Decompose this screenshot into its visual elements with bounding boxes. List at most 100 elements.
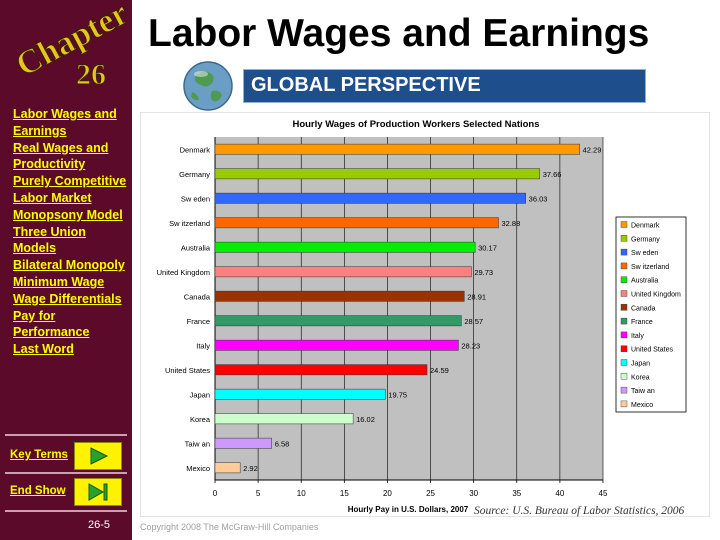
copyright: Copyright 2008 The McGraw-Hill Companies (140, 522, 319, 532)
chapter-number: 26 (76, 58, 106, 90)
bar-value-label: 37.66 (543, 170, 562, 179)
bar-value-label: 42.29 (583, 145, 602, 154)
bar-value-label: 28.23 (461, 341, 480, 350)
chapter-nav: Labor Wages and Earnings Real Wages and P… (13, 106, 128, 358)
bar-2 (214, 168, 540, 180)
page-title: Labor Wages and Earnings (148, 12, 650, 55)
legend (615, 216, 687, 413)
end-show-link[interactable]: End Show (10, 485, 66, 497)
bar-value-label: 32.88 (501, 219, 520, 228)
x-tick-label: 20 (383, 489, 392, 498)
legend-swatch (620, 317, 628, 325)
x-tick-label: 25 (426, 489, 435, 498)
bar-value-label: 29.73 (474, 268, 493, 277)
legend-label: Australia (631, 278, 658, 285)
x-tick-label: 10 (297, 489, 306, 498)
legend-swatch (620, 221, 628, 228)
slide-number: 26-5 (88, 519, 111, 531)
legend-label: France (631, 319, 653, 326)
bar-4 (214, 217, 499, 229)
category-label: United Kingdom (157, 268, 210, 277)
nav-link[interactable]: Bilateral Monopoly (13, 258, 125, 273)
x-tick-label: 5 (256, 489, 261, 498)
wage-bar-chart: 42.29 37.66 36.03 32.88 30.17 29.73 28.91 28.57… (140, 112, 710, 517)
bar-value-label: 28.57 (464, 317, 483, 326)
x-tick-label: 45 (599, 489, 608, 498)
key-terms-link[interactable]: Key Terms (10, 449, 68, 461)
legend-label: Canada (631, 305, 656, 312)
legend-label: United States (631, 347, 674, 354)
legend-swatch (620, 304, 628, 311)
bar-value-label: 24.59 (430, 366, 449, 375)
end-show-button[interactable] (74, 478, 122, 506)
x-tick-labels: 0 5 10 15 20 25 30 35 40 45 (213, 480, 608, 498)
legend-swatch (620, 248, 628, 256)
sidebar: Chapter 26 Labor Wages and Earnings Real … (0, 0, 132, 540)
bar-value-label: 6.58 (275, 439, 290, 448)
category-label: United States (165, 366, 210, 375)
source-note: Source: U.S. Bureau of Labor Statistics,… (474, 505, 685, 517)
nav-link[interactable]: Wage Differentials (13, 291, 122, 306)
sidebar-divider (5, 510, 127, 512)
bars (214, 143, 580, 474)
bar-9 (214, 339, 459, 351)
bar-value-label: 28.91 (467, 292, 486, 301)
banner-text: GLOBAL PERSPECTIVE (251, 74, 481, 96)
x-tick-label: 40 (555, 489, 564, 498)
category-label: France (187, 317, 210, 326)
chapter-logo: Chapter 26 (10, 4, 128, 90)
legend-swatch (620, 373, 628, 380)
legend-swatch (620, 386, 628, 394)
legend-swatch (620, 331, 628, 339)
nav-link[interactable]: Minimum Wage (13, 274, 105, 289)
nav-link[interactable]: Labor Wages and Earnings (13, 107, 117, 138)
category-label: Germany (179, 170, 210, 179)
legend-label: Sw itzerland (631, 264, 669, 271)
legend-label: Japan (631, 361, 650, 368)
legend-swatch (620, 345, 628, 352)
category-label: Sw eden (181, 194, 210, 203)
bar-value-label: 36.03 (529, 194, 548, 203)
nav-link[interactable]: Monopsony Model (13, 207, 123, 222)
bar-3 (214, 192, 526, 204)
nav-link[interactable]: Pay for Performance (13, 308, 90, 340)
bar-6 (214, 266, 472, 278)
x-axis-title: Hourly Pay in U.S. Dollars, 2007 (348, 505, 469, 514)
category-label: Australia (181, 243, 211, 252)
sidebar-divider (5, 434, 127, 436)
legend-swatch (620, 400, 628, 408)
play-arrow-icon (90, 447, 109, 465)
category-label: Canada (184, 292, 211, 301)
sidebar-divider (5, 472, 127, 474)
key-terms-button[interactable] (74, 442, 122, 470)
value-labels: 42.29 37.66 36.03 32.88 30.17 29.73 28.91 28.57… (243, 145, 601, 473)
legend-label: Mexico (631, 402, 653, 409)
x-tick-label: 30 (469, 489, 478, 498)
global-perspective-banner: GLOBAL PERSPECTIVE (243, 69, 646, 103)
bar-value-label: 16.02 (356, 415, 375, 424)
bar-8 (214, 315, 462, 327)
plot-area (215, 137, 603, 480)
bar-value-label: 19.75 (388, 390, 407, 399)
nav-link[interactable]: Real Wages and Productivity (13, 140, 109, 172)
nav-link[interactable]: Purely Competitive Labor Market (13, 174, 127, 205)
bar-13 (214, 437, 272, 449)
legend-swatch (620, 359, 628, 366)
bar-5 (214, 241, 476, 253)
nav-link[interactable]: Last Word (13, 342, 74, 357)
legend-label: Italy (631, 333, 644, 340)
bar-11 (214, 388, 386, 400)
legend-label: Germany (631, 236, 660, 243)
legend-swatch (620, 290, 628, 297)
legend-swatch (620, 276, 628, 283)
legend-label: Taiw an (631, 388, 655, 395)
bar-14 (214, 462, 241, 474)
legend-label: Sw eden (631, 250, 658, 257)
end-show-icon (88, 483, 108, 501)
legend-label: United Kingdom (631, 292, 681, 299)
legend-swatch (620, 262, 628, 270)
nav-link[interactable]: Three Union Models (13, 224, 86, 256)
category-label: Italy (196, 341, 210, 350)
x-tick-label: 15 (340, 489, 349, 498)
category-label: Sw itzerland (169, 219, 210, 228)
